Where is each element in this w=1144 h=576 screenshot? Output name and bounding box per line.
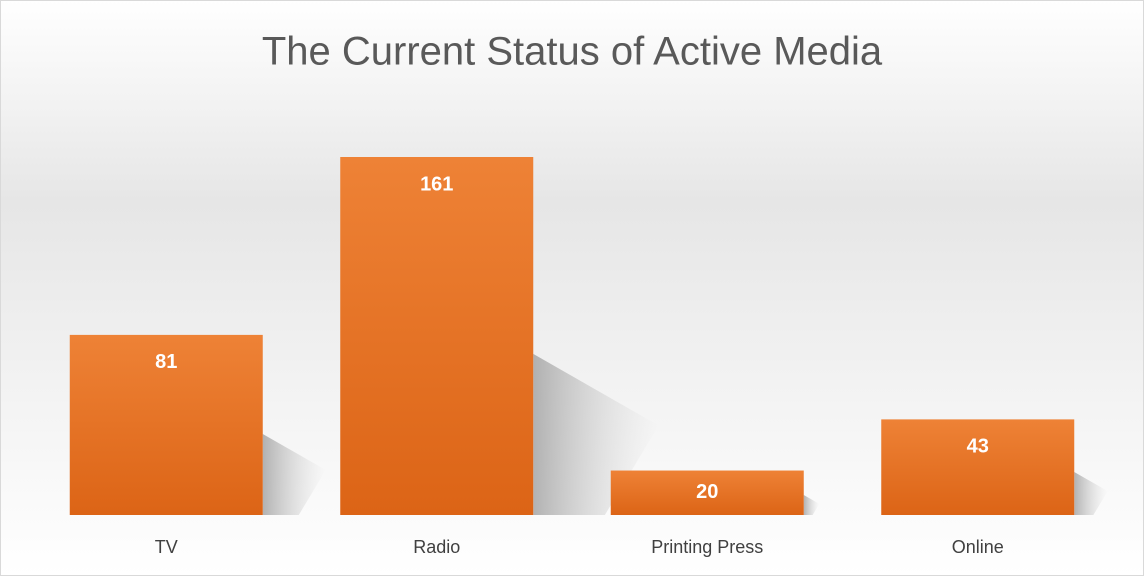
data-label: 81 [155, 351, 177, 373]
bar-shadow [262, 433, 326, 515]
x-tick-label: Printing Press [651, 537, 763, 557]
data-label: 20 [696, 481, 718, 503]
bar-shadow [803, 494, 820, 515]
x-tick-label: Radio [413, 537, 460, 557]
x-tick-label: TV [155, 537, 178, 557]
data-label: 43 [967, 436, 989, 458]
data-label: 161 [420, 173, 453, 195]
bar [881, 419, 1075, 515]
x-tick-label: Online [952, 537, 1004, 557]
bar-shadow [1074, 471, 1108, 515]
bar [340, 157, 534, 515]
bar [69, 334, 263, 515]
chart-title: The Current Status of Active Media [262, 30, 883, 74]
bar [610, 470, 804, 515]
